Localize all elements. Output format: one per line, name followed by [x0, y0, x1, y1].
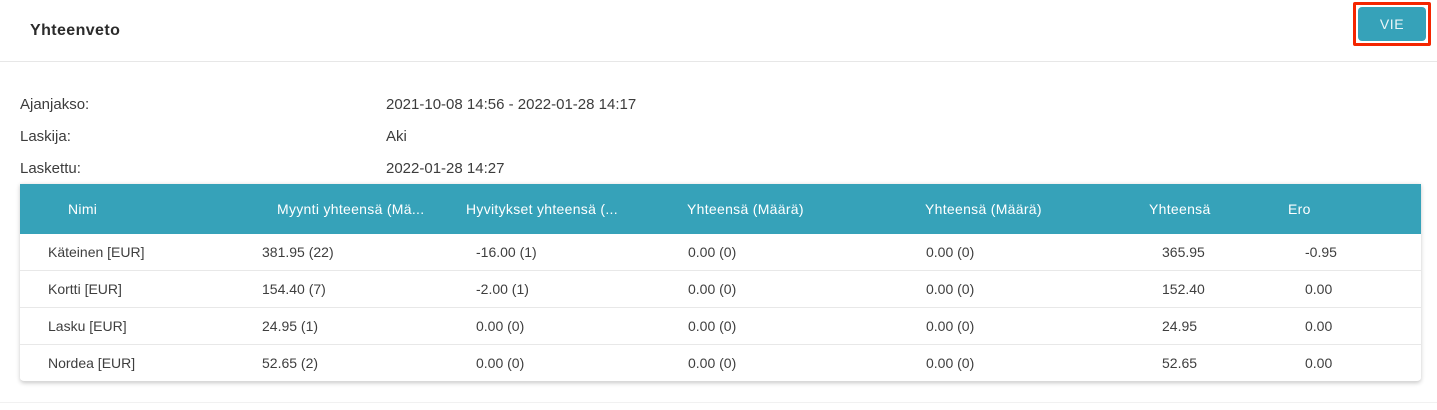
table-cell: 52.65 (2) [262, 355, 319, 371]
table-row-cash: Käteinen [EUR] 381.95 (22) -16.00 (1) 0.… [20, 234, 1421, 271]
table-cell: 0.00 [1305, 281, 1333, 297]
meta-label: Ajanjakso: [20, 95, 90, 113]
meta-row-counted-at: Laskettu: 2022-01-28 14:27 [20, 152, 1437, 184]
meta-value-period: 2021-10-08 14:56 - 2022-01-28 14:17 [386, 95, 637, 113]
table-cell: 24.95 [1162, 318, 1198, 334]
page-bottom-divider [0, 402, 1437, 403]
table-cell: Lasku [EUR] [48, 318, 127, 334]
annotation-highlight-box: VIE [1353, 1, 1431, 46]
table-row-nordea: Nordea [EUR] 52.65 (2) 0.00 (0) 0.00 (0)… [20, 345, 1421, 382]
column-header-total: Yhteensä [1149, 201, 1211, 217]
table-cell: 24.95 (1) [262, 318, 319, 334]
column-header-sales-total: Myynti yhteensä (Mä... [277, 201, 425, 217]
table-cell: 0.00 [1305, 355, 1333, 371]
meta-row-counter: Laskija: Aki [20, 120, 1437, 152]
table-cell: 0.00 (0) [688, 318, 737, 334]
table-cell: -16.00 (1) [476, 244, 537, 260]
table-cell: 0.00 (0) [476, 318, 525, 334]
table-cell: 0.00 (0) [926, 281, 975, 297]
table-cell: -2.00 (1) [476, 281, 529, 297]
table-cell: 52.65 [1162, 355, 1198, 371]
table-row-invoice: Lasku [EUR] 24.95 (1) 0.00 (0) 0.00 (0) … [20, 308, 1421, 345]
table-row-card: Kortti [EUR] 154.40 (7) -2.00 (1) 0.00 (… [20, 271, 1421, 308]
column-header-refunds-total: Hyvitykset yhteensä (... [466, 201, 618, 217]
meta-label: Laskettu: [20, 159, 81, 177]
column-header-total-amount-1: Yhteensä (Määrä) [687, 201, 804, 217]
table-cell: 0.00 (0) [476, 355, 525, 371]
table-cell: 0.00 (0) [926, 355, 975, 371]
table-cell: 381.95 (22) [262, 244, 334, 260]
table-cell: 0.00 (0) [688, 281, 737, 297]
table-cell: Käteinen [EUR] [48, 244, 145, 260]
summary-metadata: Ajanjakso: 2021-10-08 14:56 - 2022-01-28… [0, 62, 1437, 184]
meta-value-counter: Aki [386, 127, 407, 145]
table-cell: 0.00 (0) [926, 244, 975, 260]
table-cell: 0.00 (0) [688, 244, 737, 260]
table-cell: Nordea [EUR] [48, 355, 136, 371]
top-bar: Yhteenveto VIE [0, 0, 1437, 62]
meta-value-counted-at: 2022-01-28 14:27 [386, 159, 505, 177]
table-cell: 154.40 (7) [262, 281, 326, 297]
table-cell: -0.95 [1305, 244, 1337, 260]
column-header-name: Nimi [68, 201, 98, 217]
table-cell: 0.00 (0) [688, 355, 737, 371]
table-cell: 0.00 (0) [926, 318, 975, 334]
column-header-total-amount-2: Yhteensä (Määrä) [925, 201, 1042, 217]
table-header-row: Nimi Myynti yhteensä (Mä... Hyvitykset y… [20, 184, 1421, 234]
meta-label: Laskija: [20, 127, 71, 145]
column-header-difference: Ero [1288, 201, 1311, 217]
page-title: Yhteenveto [30, 21, 121, 39]
summary-table: Nimi Myynti yhteensä (Mä... Hyvitykset y… [20, 184, 1421, 382]
meta-row-period: Ajanjakso: 2021-10-08 14:56 - 2022-01-28… [20, 88, 1437, 120]
table-cell: 0.00 [1305, 318, 1333, 334]
export-button[interactable]: VIE [1358, 6, 1426, 41]
table-cell: Kortti [EUR] [48, 281, 122, 297]
table-cell: 152.40 [1162, 281, 1205, 297]
table-cell: 365.95 [1162, 244, 1205, 260]
